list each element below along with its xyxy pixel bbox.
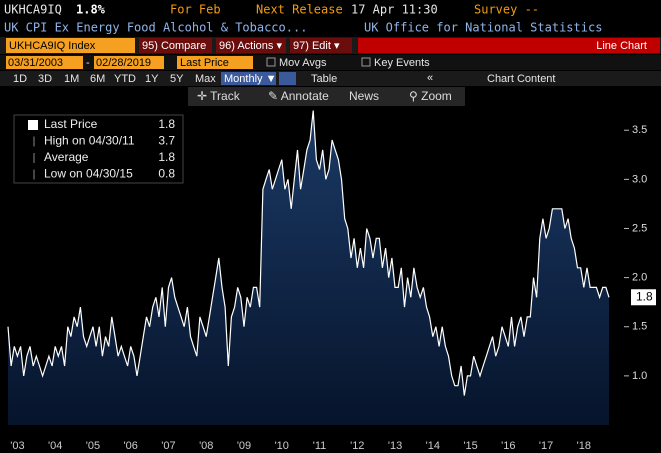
tool-button[interactable]: ⚲ Zoom xyxy=(409,89,452,103)
legend-box xyxy=(13,114,184,184)
x-tick-label: '15 xyxy=(463,440,477,452)
x-tick-label: '12 xyxy=(350,440,364,452)
x-tick-label: '06 xyxy=(124,440,138,452)
range-separator: - xyxy=(86,57,90,69)
survey: Survey -- xyxy=(474,3,539,17)
period-button[interactable]: 1Y xyxy=(145,73,159,85)
button-label: 97) Edit ▾ xyxy=(293,40,340,52)
period-button[interactable]: Max xyxy=(195,73,216,85)
period: For Feb xyxy=(170,3,221,17)
area-fill xyxy=(8,110,609,425)
y-tick-label: 3.5 xyxy=(632,124,647,136)
legend-value: 1.8 xyxy=(158,117,175,131)
x-tick-label: '10 xyxy=(275,440,289,452)
x-tick-label: '09 xyxy=(237,440,251,452)
tool-bar xyxy=(188,87,465,106)
ticker: UKHCA9IQ xyxy=(4,3,62,17)
period-button[interactable]: 1M xyxy=(64,73,79,85)
legend-value: 0.8 xyxy=(158,167,175,181)
checkbox[interactable] xyxy=(361,57,371,67)
checkbox[interactable] xyxy=(266,57,276,67)
chart-content[interactable]: Chart Content xyxy=(487,73,555,85)
period-button[interactable]: YTD xyxy=(114,73,136,85)
range-row xyxy=(0,55,661,70)
x-tick-label: '14 xyxy=(426,440,440,452)
y-tick-label: 1.5 xyxy=(632,321,647,333)
collapse[interactable]: « xyxy=(427,72,433,84)
security: UKHCA9IQ Index xyxy=(9,40,96,52)
price-line xyxy=(7,110,610,396)
legend-label: High on 04/30/11 xyxy=(44,134,135,148)
y-tick-label: 2.5 xyxy=(632,222,647,234)
last-value-box xyxy=(631,289,656,306)
x-tick-label: '13 xyxy=(388,440,402,452)
field-box[interactable] xyxy=(177,56,253,69)
chart-type: Line Chart xyxy=(596,40,647,52)
x-tick-label: '16 xyxy=(501,440,515,452)
next-release-label: Next Release xyxy=(256,3,343,17)
table: Table xyxy=(311,73,337,85)
description: UK CPI Ex Energy Food Alcohol & Tobacco.… xyxy=(4,21,307,35)
y-tick-label: 2.0 xyxy=(632,272,647,284)
legend-label: Last Price xyxy=(44,117,98,131)
field: Last Price xyxy=(180,57,229,69)
legend-label: Low on 04/30/15 xyxy=(44,167,133,181)
button-label: 96) Actions ▾ xyxy=(219,40,282,52)
start-date: 03/31/2003 xyxy=(8,57,63,69)
x-tick-label: '03 xyxy=(10,440,24,452)
key-events: Key Events xyxy=(374,57,430,69)
start-box[interactable] xyxy=(6,56,83,69)
source: UK Office for National Statistics xyxy=(364,21,602,35)
end-date: 02/28/2019 xyxy=(96,57,151,69)
next-release: 17 Apr 11:30 xyxy=(351,3,438,17)
button[interactable] xyxy=(216,38,286,53)
x-tick-label: '08 xyxy=(199,440,213,452)
frequency: Monthly ▼ xyxy=(224,73,276,85)
last-value-label: 1.8 xyxy=(636,289,653,303)
legend-icon xyxy=(28,120,38,130)
x-tick-label: '17 xyxy=(539,440,553,452)
security-box[interactable] xyxy=(6,38,135,53)
period-row xyxy=(0,71,661,86)
button[interactable] xyxy=(290,38,352,53)
chart-type-bar[interactable] xyxy=(358,38,660,53)
button[interactable] xyxy=(139,38,212,53)
y-tick-label: 1.0 xyxy=(632,370,647,382)
y-tick-label: 3.0 xyxy=(632,173,647,185)
x-tick-label: '11 xyxy=(313,440,327,452)
legend-value: 1.8 xyxy=(158,150,175,164)
legend-label: Average xyxy=(44,150,89,164)
chart-icon[interactable] xyxy=(279,72,296,85)
period-button[interactable]: 6M xyxy=(90,73,105,85)
end-box[interactable] xyxy=(94,56,164,69)
period-button[interactable]: 5Y xyxy=(170,73,184,85)
frequency-box[interactable] xyxy=(221,72,276,85)
x-tick-label: '05 xyxy=(86,440,100,452)
x-tick-label: '04 xyxy=(48,440,62,452)
x-tick-label: '18 xyxy=(577,440,591,452)
tool-button[interactable]: ✎ Annotate xyxy=(268,89,329,103)
tool-button[interactable]: ✛ Track xyxy=(197,89,241,103)
value: 1.8% xyxy=(76,3,106,17)
x-tick-label: '07 xyxy=(161,440,175,452)
period-button[interactable]: 1D xyxy=(13,73,27,85)
button-label: 95) Compare xyxy=(142,40,206,52)
tool-button[interactable]: News xyxy=(349,89,379,103)
period-button[interactable]: 3D xyxy=(38,73,52,85)
legend-value: 3.7 xyxy=(158,134,175,148)
mov-avgs: Mov Avgs xyxy=(279,57,327,69)
